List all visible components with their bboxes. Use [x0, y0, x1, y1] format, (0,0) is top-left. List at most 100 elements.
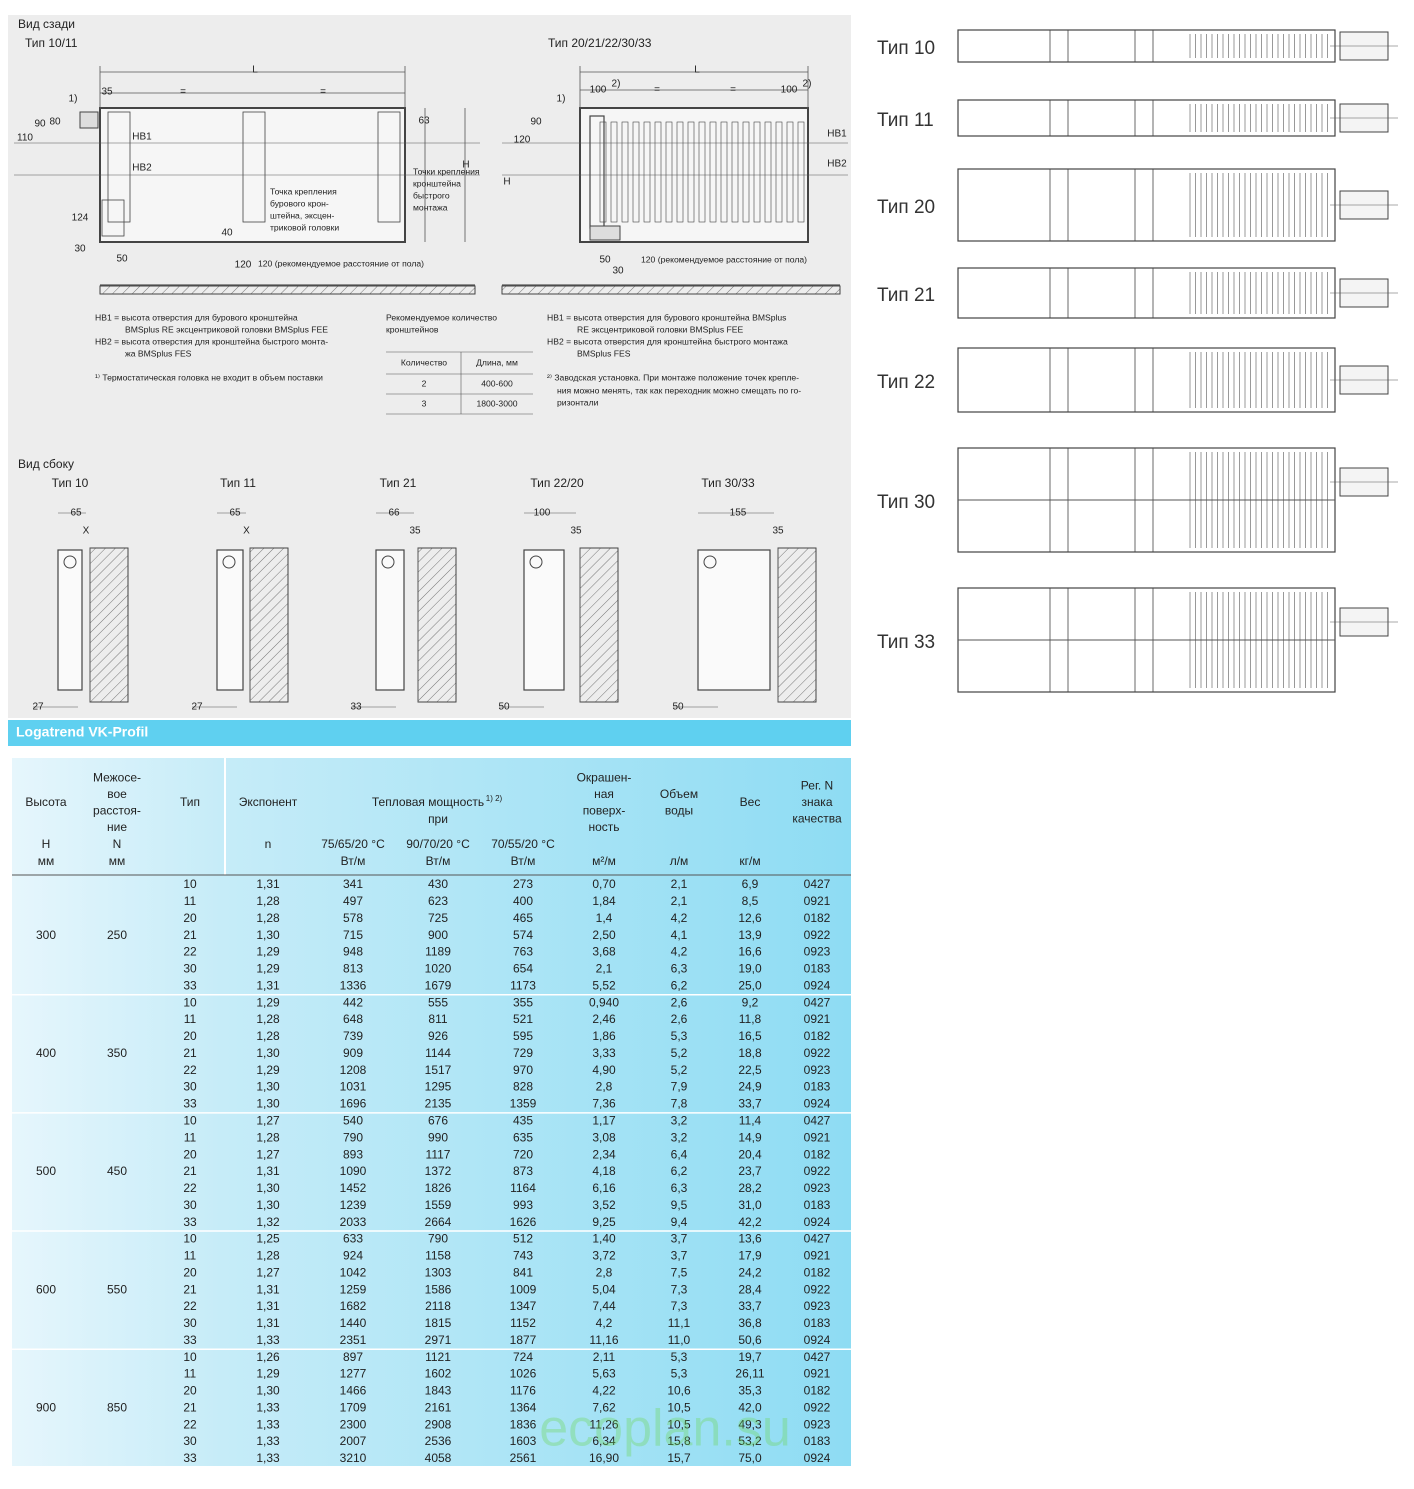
drawing-shape [720, 121, 728, 223]
drawing-shape [665, 121, 673, 223]
cell: 465 [513, 911, 533, 925]
cell: 1,27 [256, 1265, 280, 1279]
callout: быстрого [413, 190, 450, 200]
cell: 1090 [340, 1164, 367, 1178]
cell: 993 [513, 1198, 533, 1212]
footnote: ¹⁾ Термостатическая головка не входит в … [95, 372, 323, 382]
cell: 2,6 [671, 995, 688, 1009]
column-header: качества [792, 812, 842, 826]
column-header: воды [665, 803, 693, 817]
cell: 42,0 [738, 1400, 762, 1414]
drawing-shape [697, 549, 771, 691]
drawing-shape [687, 121, 695, 223]
footnote: HB1 = высота отверстия для бурового крон… [547, 312, 786, 322]
cell: 1679 [425, 978, 452, 992]
cell: 10 [183, 877, 197, 891]
cell: 11 [184, 894, 197, 908]
cell: 2,1 [671, 894, 688, 908]
cell: 6,3 [671, 962, 688, 976]
valve [63, 555, 77, 569]
cell: 7,3 [671, 1299, 688, 1313]
drawing-shape [753, 121, 761, 223]
drawing-shape [1134, 99, 1154, 137]
cell: 1626 [510, 1215, 537, 1229]
cell: 924 [343, 1249, 363, 1263]
column-unit: N [113, 837, 122, 851]
cell: 4,22 [592, 1384, 616, 1398]
cell: 0922 [804, 1046, 831, 1060]
column-header: Вес [740, 795, 761, 809]
cell: 7,3 [671, 1282, 688, 1296]
cell: 5,2 [671, 1046, 688, 1060]
cell: 648 [343, 1012, 363, 1026]
cell: 5,2 [671, 1063, 688, 1077]
dimension-label: 65 [229, 508, 241, 519]
cell: 1121 [425, 1350, 451, 1364]
footnote: RE эксцентриковой головки BMSplus FEE [577, 324, 743, 334]
column-unit: л/м [670, 854, 689, 868]
valve [703, 555, 717, 569]
cell: 36,8 [738, 1316, 762, 1330]
cell: 1,30 [256, 1080, 280, 1094]
cell: 1164 [510, 1181, 536, 1195]
cell: 1,28 [256, 894, 280, 908]
cell: 521 [513, 1012, 533, 1026]
cell: 5,3 [671, 1350, 688, 1364]
cell: 720 [513, 1147, 533, 1161]
dimension-label: 27 [32, 702, 44, 713]
cell: 10 [183, 1113, 197, 1127]
cell: 0924 [804, 1215, 831, 1229]
cell: 1815 [425, 1316, 452, 1330]
drawing-shape [377, 111, 401, 223]
section-title: Вид сзади [18, 17, 75, 31]
cell: 250 [107, 928, 127, 942]
cell: 19,7 [738, 1350, 762, 1364]
cell: 22 [183, 1417, 197, 1431]
cell: 1,28 [256, 911, 280, 925]
cell: 790 [428, 1232, 448, 1246]
drawing-shape [643, 121, 651, 223]
drawing-shape [101, 199, 125, 237]
cell: 1,28 [256, 1029, 280, 1043]
cell: 1277 [340, 1367, 367, 1381]
footnote: ризонтали [557, 397, 599, 407]
drawing-shape [579, 547, 619, 703]
cell: 729 [513, 1046, 533, 1060]
callout: Точка крепления [270, 186, 337, 196]
drawing-shape [731, 121, 739, 223]
table-title: Logatrend VK-Profil [16, 724, 148, 740]
dimension-label: HB2 [132, 163, 152, 174]
drawing-shape [589, 225, 621, 241]
cell: 26,11 [735, 1367, 764, 1381]
cell: 28,4 [738, 1282, 762, 1296]
cell: 725 [428, 911, 448, 925]
cell: 5,04 [592, 1282, 616, 1296]
cell: 1239 [340, 1198, 367, 1212]
cell: 9,5 [671, 1198, 688, 1212]
cell: 2,50 [592, 928, 616, 942]
column-header: ние [107, 820, 127, 834]
cell: 7,44 [592, 1299, 616, 1313]
bracket-cell: 2 [422, 378, 427, 388]
cell: 1,30 [256, 1097, 280, 1111]
cell: 1,30 [256, 1181, 280, 1195]
footnote: BMSplus RE эксцентриковой головки BMSplu… [125, 324, 328, 334]
cell: 33 [183, 1451, 197, 1465]
drawing-shape [786, 121, 794, 223]
cell: 11,0 [668, 1333, 691, 1347]
cell: 897 [343, 1350, 363, 1364]
footnote-ref: 1) 2) [486, 794, 503, 803]
cell: 2,34 [592, 1147, 616, 1161]
cell: 20 [183, 1265, 197, 1279]
cell: 0183 [804, 1434, 831, 1448]
cell: 0427 [804, 1350, 831, 1364]
bracket-cell: 1800-3000 [476, 398, 517, 408]
cell: 350 [107, 1046, 127, 1060]
cell: 0182 [804, 1029, 831, 1043]
type-label: Тип 21 [877, 285, 935, 306]
cell: 24,2 [738, 1265, 762, 1279]
cell: 11 [184, 1012, 197, 1026]
type-label: Тип 20 [877, 197, 935, 218]
cell: 2351 [340, 1333, 367, 1347]
cell: 16,90 [589, 1451, 619, 1465]
